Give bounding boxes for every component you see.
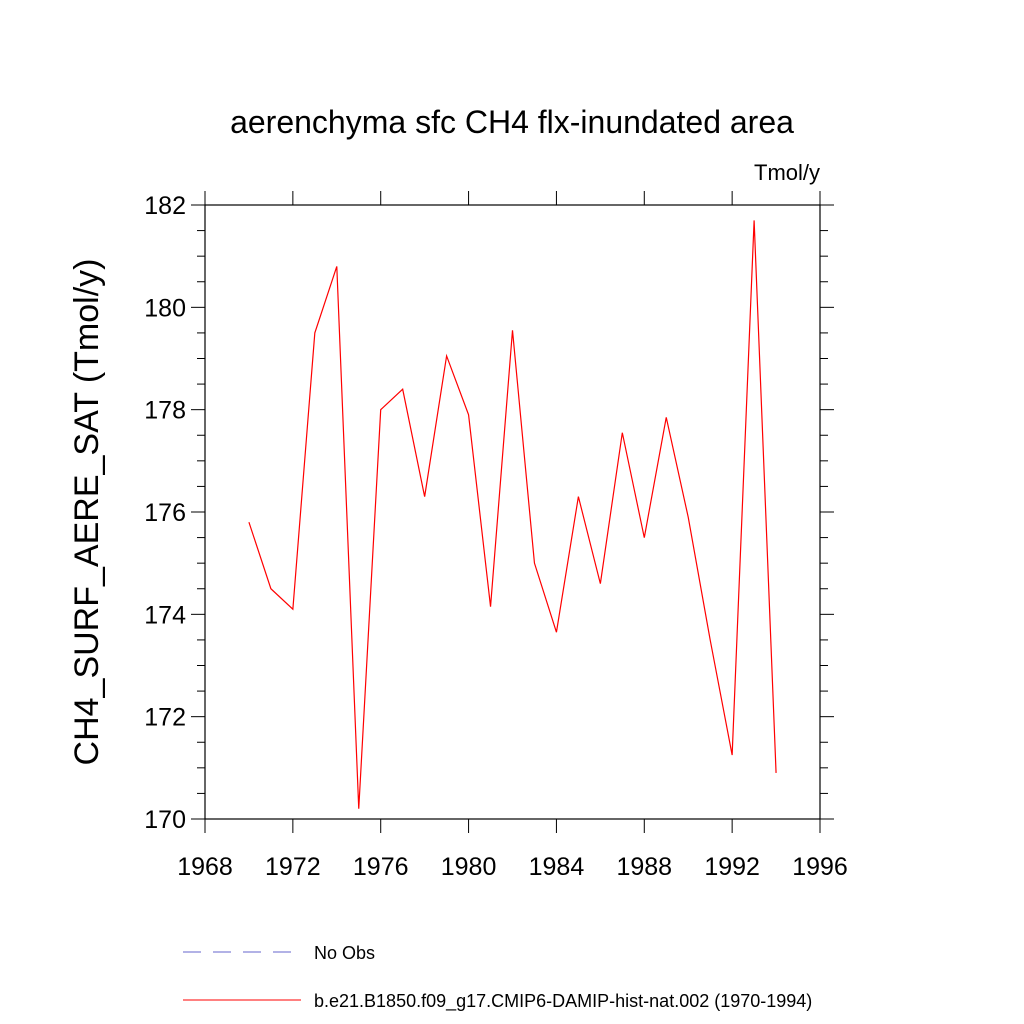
x-tick-label: 1992 [704,853,760,881]
axis-ticks [191,191,834,833]
chart-title: aerenchyma sfc CH4 flx-inundated area [230,104,794,140]
x-tick-label: 1968 [177,853,233,881]
legend: No Obs b.e21.B1850.f09_g17.CMIP6-DAMIP-h… [183,943,812,1012]
y-tick-labels: 170 172 174 176 178 180 182 [144,192,186,834]
units-label: Tmol/y [754,160,820,185]
y-tick-label: 174 [144,601,186,629]
legend-label-no-obs: No Obs [314,943,375,963]
series-layer [248,220,777,809]
y-tick-label: 172 [144,704,186,732]
series-line [248,220,777,809]
y-tick-label: 170 [144,806,186,834]
x-tick-labels: 1968 1972 1976 1980 1984 1988 1992 1996 [177,853,848,881]
plot-frame [204,204,821,820]
x-tick-label: 1988 [616,853,672,881]
y-axis-label: CH4_SURF_AERE_SAT (Tmol/y) [68,259,106,766]
legend-label-model: b.e21.B1850.f09_g17.CMIP6-DAMIP-hist-nat… [314,991,812,1012]
x-tick-label: 1972 [265,853,321,881]
y-tick-label: 180 [144,294,186,322]
y-tick-label: 178 [144,397,186,425]
x-tick-label: 1984 [529,853,585,881]
x-tick-label: 1980 [441,853,497,881]
x-tick-label: 1976 [353,853,409,881]
y-tick-label: 182 [144,192,186,220]
x-tick-label: 1996 [792,853,848,881]
y-tick-label: 176 [144,499,186,527]
